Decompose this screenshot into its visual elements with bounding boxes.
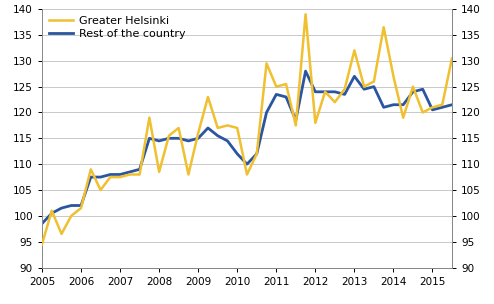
Greater Helsinki [400, 116, 406, 119]
Greater Helsinki [88, 168, 94, 171]
Rest of the country [88, 175, 94, 179]
Rest of the country [205, 126, 211, 130]
Rest of the country [127, 170, 133, 174]
Greater Helsinki [478, 69, 484, 73]
Line: Greater Helsinki: Greater Helsinki [42, 14, 481, 244]
Greater Helsinki [234, 126, 240, 130]
Rest of the country [332, 90, 338, 94]
Greater Helsinki [351, 49, 357, 52]
Rest of the country [107, 173, 113, 176]
Rest of the country [49, 212, 55, 215]
Greater Helsinki [39, 243, 45, 246]
Rest of the country [78, 204, 84, 207]
Rest of the country [166, 136, 172, 140]
Greater Helsinki [459, 88, 465, 91]
Greater Helsinki [322, 90, 328, 94]
Rest of the country [459, 108, 465, 112]
Greater Helsinki [429, 105, 435, 109]
Greater Helsinki [390, 74, 396, 78]
Greater Helsinki [332, 100, 338, 104]
Greater Helsinki [185, 173, 191, 176]
Greater Helsinki [224, 124, 230, 127]
Greater Helsinki [166, 134, 172, 138]
Rest of the country [293, 119, 299, 122]
Rest of the country [244, 162, 250, 166]
Greater Helsinki [410, 85, 416, 88]
Rest of the country [215, 134, 221, 138]
Rest of the country [420, 88, 426, 91]
Greater Helsinki [293, 124, 299, 127]
Greater Helsinki [215, 126, 221, 130]
Rest of the country [400, 103, 406, 107]
Rest of the country [371, 85, 377, 88]
Rest of the country [68, 204, 74, 207]
Greater Helsinki [78, 206, 84, 210]
Greater Helsinki [273, 85, 279, 88]
Rest of the country [381, 105, 387, 109]
Greater Helsinki [439, 103, 445, 107]
Rest of the country [254, 152, 260, 156]
Greater Helsinki [59, 232, 65, 236]
Rest of the country [39, 222, 45, 226]
Greater Helsinki [420, 111, 426, 114]
Greater Helsinki [195, 131, 201, 135]
Rest of the country [273, 92, 279, 96]
Rest of the country [342, 92, 348, 96]
Greater Helsinki [117, 175, 123, 179]
Rest of the country [195, 136, 201, 140]
Greater Helsinki [381, 26, 387, 29]
Rest of the country [312, 90, 318, 94]
Rest of the country [146, 136, 152, 140]
Greater Helsinki [156, 170, 162, 174]
Rest of the country [429, 108, 435, 112]
Legend: Greater Helsinki, Rest of the country: Greater Helsinki, Rest of the country [44, 11, 190, 43]
Rest of the country [449, 103, 455, 107]
Rest of the country [264, 111, 270, 114]
Rest of the country [439, 105, 445, 109]
Greater Helsinki [137, 173, 143, 176]
Rest of the country [390, 103, 396, 107]
Greater Helsinki [449, 57, 455, 60]
Greater Helsinki [98, 188, 104, 192]
Rest of the country [98, 175, 104, 179]
Greater Helsinki [361, 85, 367, 88]
Greater Helsinki [303, 12, 309, 16]
Rest of the country [410, 90, 416, 94]
Rest of the country [283, 95, 289, 99]
Greater Helsinki [68, 214, 74, 218]
Rest of the country [59, 206, 65, 210]
Greater Helsinki [49, 209, 55, 212]
Rest of the country [117, 173, 123, 176]
Rest of the country [351, 74, 357, 78]
Greater Helsinki [264, 62, 270, 65]
Greater Helsinki [342, 88, 348, 91]
Greater Helsinki [127, 173, 133, 176]
Rest of the country [478, 113, 484, 117]
Greater Helsinki [176, 126, 182, 130]
Rest of the country [303, 69, 309, 73]
Greater Helsinki [312, 121, 318, 125]
Rest of the country [224, 139, 230, 143]
Rest of the country [322, 90, 328, 94]
Greater Helsinki [283, 82, 289, 86]
Greater Helsinki [244, 173, 250, 176]
Greater Helsinki [469, 85, 475, 88]
Greater Helsinki [146, 116, 152, 119]
Rest of the country [185, 139, 191, 143]
Greater Helsinki [371, 80, 377, 83]
Greater Helsinki [254, 152, 260, 156]
Rest of the country [469, 111, 475, 114]
Rest of the country [176, 136, 182, 140]
Rest of the country [234, 152, 240, 156]
Rest of the country [156, 139, 162, 143]
Rest of the country [137, 168, 143, 171]
Rest of the country [361, 88, 367, 91]
Greater Helsinki [107, 175, 113, 179]
Line: Rest of the country: Rest of the country [42, 71, 481, 224]
Greater Helsinki [205, 95, 211, 99]
